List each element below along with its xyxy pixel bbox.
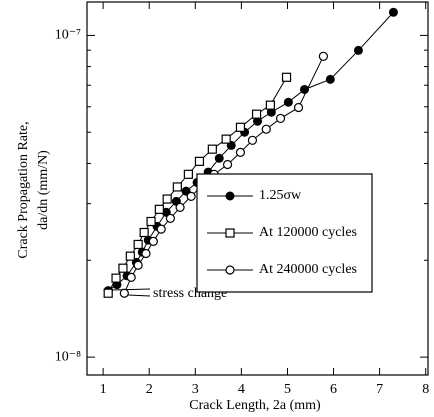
y-axis-label: da/dn (mm/N) bbox=[36, 150, 51, 230]
marker bbox=[225, 265, 235, 275]
marker bbox=[186, 191, 196, 201]
marker bbox=[318, 51, 328, 61]
x-tick-label: 7 bbox=[376, 382, 383, 397]
legend-label: At 240000 cycles bbox=[259, 262, 357, 277]
marker bbox=[261, 124, 271, 134]
marker bbox=[275, 113, 286, 124]
marker bbox=[175, 202, 185, 213]
marker bbox=[162, 194, 172, 204]
marker bbox=[207, 144, 217, 154]
marker bbox=[265, 100, 276, 110]
x-tick-label: 6 bbox=[330, 382, 337, 397]
x-tick-label: 5 bbox=[284, 382, 291, 397]
annotation-arrow bbox=[111, 288, 151, 291]
marker bbox=[214, 153, 224, 163]
plot-frame bbox=[86, 1, 429, 376]
legend-label: At 120000 cycles bbox=[259, 225, 357, 240]
marker bbox=[388, 7, 398, 17]
marker bbox=[141, 248, 151, 259]
marker bbox=[225, 228, 235, 238]
marker bbox=[119, 288, 129, 298]
marker bbox=[225, 191, 235, 201]
marker bbox=[221, 134, 231, 144]
legend: 1.25σw At 120000 cycles At 240000 cycles bbox=[196, 173, 373, 293]
marker bbox=[325, 74, 335, 84]
marker bbox=[353, 45, 363, 55]
x-tick-label: 4 bbox=[238, 382, 245, 397]
y-tick-label: 10⁻⁸ bbox=[55, 349, 81, 364]
marker bbox=[118, 263, 128, 273]
series bbox=[103, 72, 292, 298]
marker bbox=[183, 169, 193, 179]
marker bbox=[293, 102, 304, 113]
marker bbox=[283, 97, 293, 107]
marker bbox=[148, 236, 158, 246]
marker bbox=[156, 224, 166, 234]
marker bbox=[133, 260, 143, 270]
marker bbox=[247, 135, 258, 145]
marker bbox=[165, 213, 176, 223]
marker bbox=[154, 204, 164, 214]
x-axis-label: Crack Length, 2a (mm) bbox=[189, 398, 321, 413]
annotation-arrow bbox=[127, 294, 151, 297]
marker bbox=[266, 107, 276, 117]
marker bbox=[133, 239, 143, 250]
x-tick-label: 1 bbox=[100, 382, 107, 397]
marker bbox=[235, 147, 246, 157]
marker bbox=[253, 116, 262, 126]
marker bbox=[126, 272, 136, 282]
marker bbox=[300, 84, 310, 94]
marker bbox=[146, 216, 156, 227]
marker bbox=[111, 273, 121, 283]
marker bbox=[281, 72, 292, 82]
y-tick-label: 10⁻⁷ bbox=[55, 28, 81, 43]
marker bbox=[125, 251, 135, 261]
legend-label: 1.25σw bbox=[259, 188, 302, 203]
x-tick-label: 3 bbox=[192, 382, 199, 397]
marker bbox=[103, 288, 113, 298]
x-tick-label: 2 bbox=[146, 382, 153, 397]
marker bbox=[251, 109, 262, 119]
marker bbox=[222, 159, 233, 170]
marker bbox=[194, 156, 205, 166]
y-axis-label: Crack Propagation Rate, bbox=[16, 121, 31, 258]
marker bbox=[139, 227, 149, 238]
marker bbox=[172, 182, 182, 192]
x-tick-label: 8 bbox=[422, 382, 429, 397]
marker bbox=[235, 122, 246, 132]
